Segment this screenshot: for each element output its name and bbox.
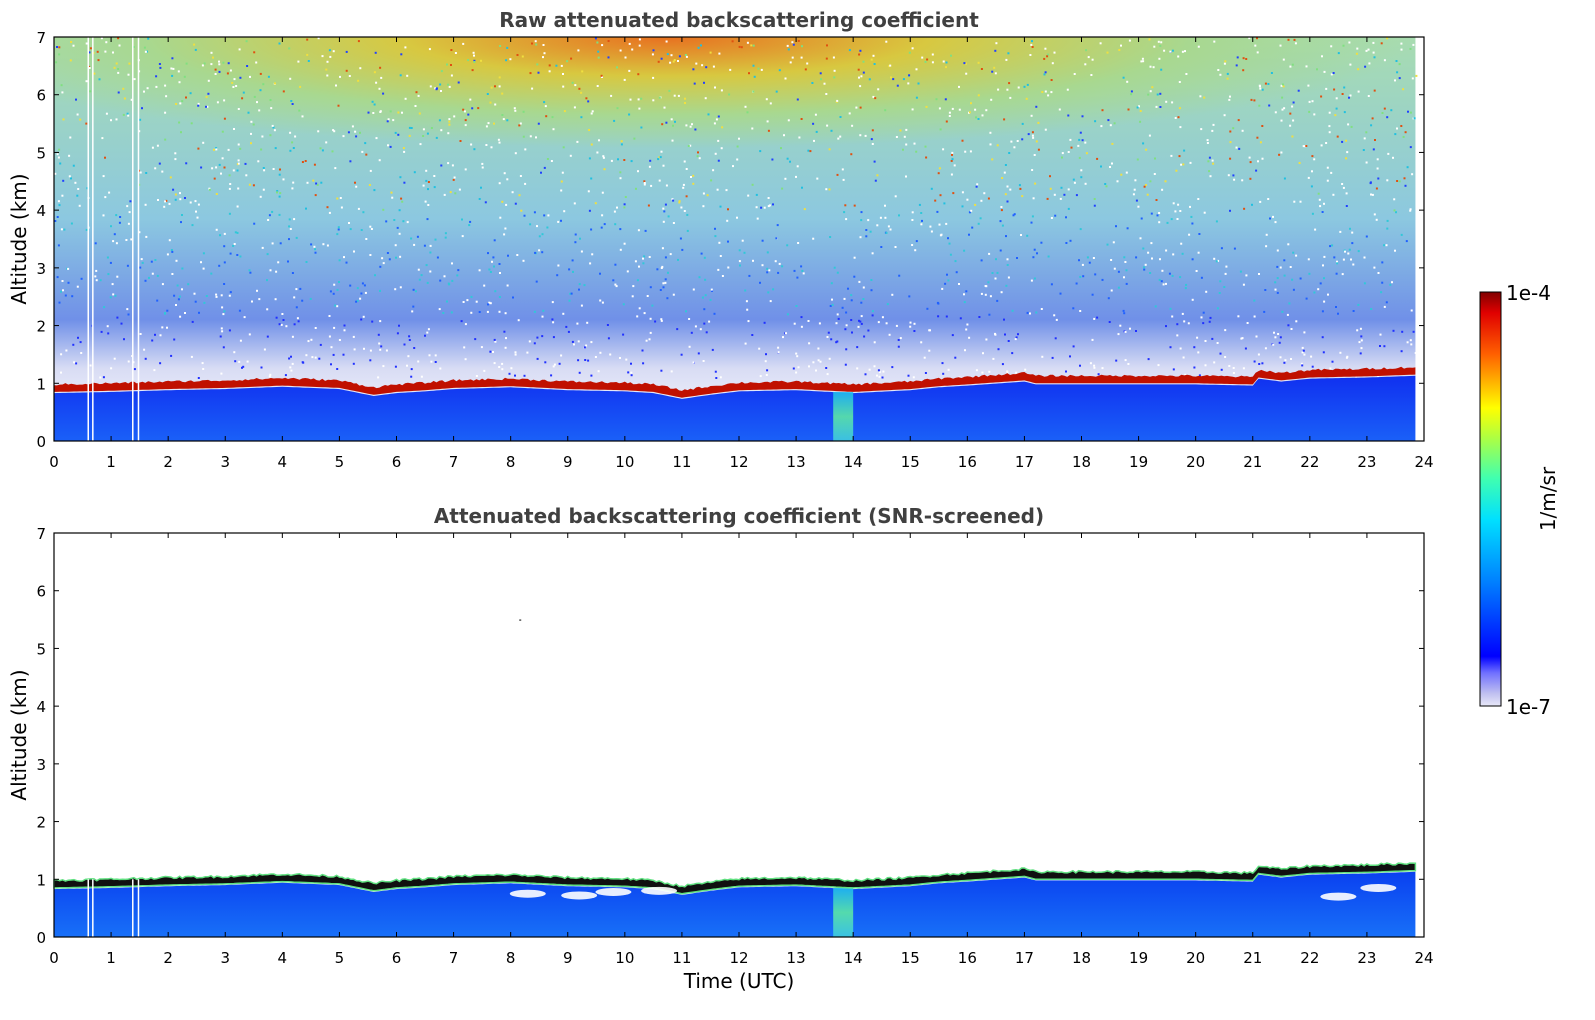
x-tick-label: 12 [729,949,748,967]
x-tick-label: 16 [958,453,977,471]
x-tick-label: 17 [1015,453,1034,471]
x-tick-label: 13 [787,949,806,967]
x-tick-label: 5 [335,949,345,967]
y-tick-label: 7 [36,525,46,543]
x-tick-label: 4 [278,453,288,471]
x-tick-label: 10 [615,949,634,967]
x-tick-label: 20 [1186,949,1205,967]
panel-title: Raw attenuated backscattering coefficien… [499,8,979,32]
panel-snr-screened: 0 1 2 3 4 5 6 7 8 9 10 11 12 13 14 15 16 17 18 19 20 21 22 23 24… [7,504,1434,993]
cloud-layer [53,862,1417,895]
y-tick-label: 1 [36,375,46,393]
panel-title: Attenuated backscattering coefficient (S… [434,504,1044,528]
x-tick-label: 8 [506,949,516,967]
x-tick-label: 14 [844,949,863,967]
x-tick-label: 12 [729,453,748,471]
x-tick-label: 24 [1414,949,1433,967]
y-tick-label: 2 [36,814,46,832]
colorbar-gradient [1479,291,1502,707]
noise-glow [54,37,1416,239]
x-tick-label: 21 [1243,453,1262,471]
heatmap-field [53,619,1417,937]
x-tick-label: 4 [278,949,288,967]
panels: 0 1 2 3 4 5 6 7 8 9 10 11 12 13 14 15 16 17 18 19 20 21 22 23 24… [7,8,1434,993]
x-axis-label: Time (UTC) [683,969,795,993]
panel-raw: 0 1 2 3 4 5 6 7 8 9 10 11 12 13 14 15 16 17 18 19 20 21 22 23 24… [7,8,1434,471]
y-tick-label: 4 [36,202,46,220]
x-tick-label: 18 [1072,453,1091,471]
x-tick-label: 3 [220,949,230,967]
x-tick-label: 23 [1357,949,1376,967]
x-tick-label: 9 [563,453,573,471]
y-tick-label: 0 [36,433,46,451]
x-tick-label: 19 [1129,949,1148,967]
colorbar-unit-label: 1/m/sr [1536,466,1560,531]
x-tick-label: 24 [1414,453,1433,471]
y-tick-label: 3 [36,756,46,774]
x-tick-label: 22 [1300,453,1319,471]
y-tick-label: 6 [36,583,46,601]
y-tick-label: 5 [36,640,46,658]
x-tick-label: 23 [1357,453,1376,471]
boundary-layer [54,375,1416,441]
x-tick-label: 1 [106,949,116,967]
x-tick-label: 8 [506,453,516,471]
x-tick-label: 21 [1243,949,1262,967]
x-tick-label: 19 [1129,453,1148,471]
x-tick-label: 0 [49,453,59,471]
x-tick-label: 15 [901,453,920,471]
y-tick-label: 3 [36,260,46,278]
x-tick-label: 10 [615,453,634,471]
x-tick-label: 7 [449,453,459,471]
x-tick-label: 14 [844,453,863,471]
y-tick-label: 6 [36,87,46,105]
x-tick-label: 18 [1072,949,1091,967]
cloud-layer [54,366,1416,398]
x-tick-label: 7 [449,949,459,967]
y-tick-label: 5 [36,144,46,162]
x-tick-label: 0 [49,949,59,967]
colorbar-max-label: 1e-4 [1506,281,1551,305]
colorbar: 1e-4 1e-7 1/m/sr [1479,281,1560,719]
x-tick-label: 9 [563,949,573,967]
x-tick-label: 2 [163,453,173,471]
aerosol-plume [833,887,854,937]
colorbar-min-label: 1e-7 [1506,695,1551,719]
x-tick-label: 17 [1015,949,1034,967]
x-tick-label: 16 [958,949,977,967]
aerosol-plume [833,391,854,441]
x-tick-label: 22 [1300,949,1319,967]
x-tick-label: 11 [672,949,691,967]
x-tick-label: 11 [672,453,691,471]
x-tick-label: 6 [392,949,402,967]
noise-speckle [54,37,1418,380]
isolated-pixel [519,619,522,621]
x-tick-label: 2 [163,949,173,967]
y-tick-label: 0 [36,929,46,947]
x-tick-label: 20 [1186,453,1205,471]
x-tick-label: 1 [106,453,116,471]
y-tick-label: 2 [36,318,46,336]
y-axis-label: Altitude (km) [7,173,31,304]
y-tick-label: 7 [36,29,46,47]
x-tick-label: 6 [392,453,402,471]
x-tick-label: 3 [220,453,230,471]
heatmap-field [54,37,1418,441]
y-axis-label: Altitude (km) [7,669,31,800]
y-tick-label: 4 [36,698,46,716]
y-tick-label: 1 [36,871,46,889]
x-tick-label: 5 [335,453,345,471]
x-tick-label: 13 [787,453,806,471]
x-tick-label: 15 [901,949,920,967]
boundary-layer [54,871,1416,937]
